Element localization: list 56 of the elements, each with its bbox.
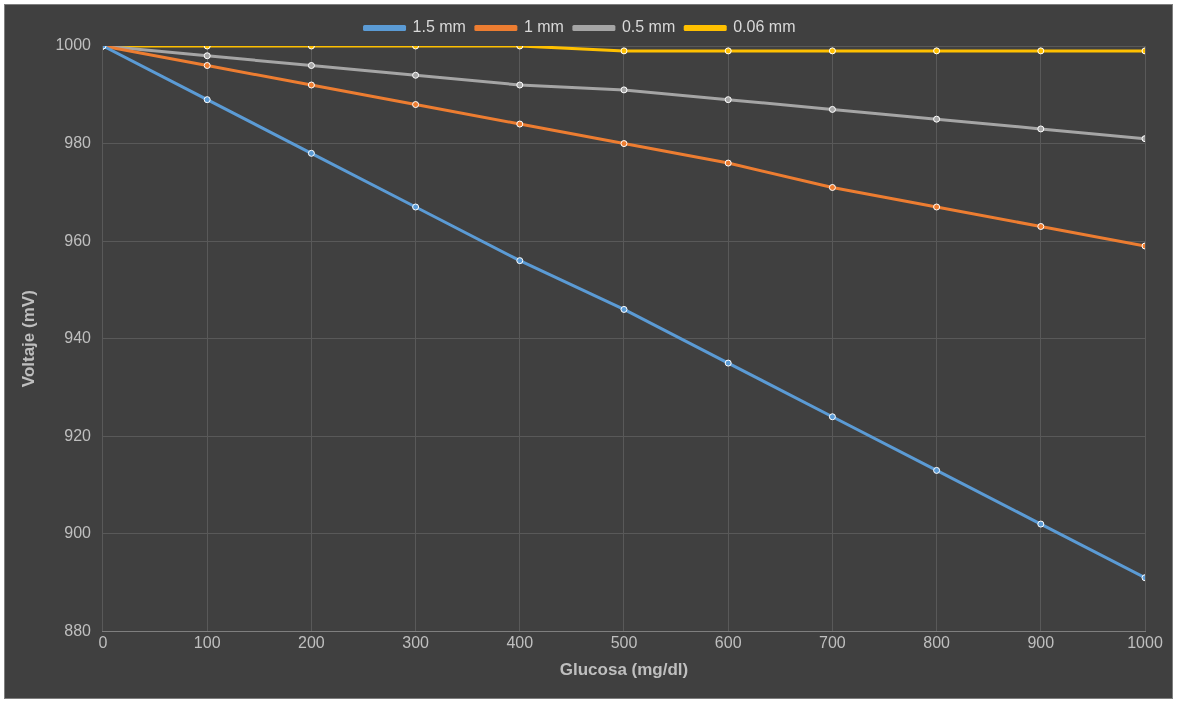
point (203, 96, 211, 104)
point (412, 71, 420, 79)
x-tick-label: 900 (1027, 634, 1055, 652)
point (828, 183, 836, 191)
legend-label: 1.5 mm (412, 18, 466, 36)
x-tick-label: 700 (819, 634, 846, 652)
y-tick-label: 920 (64, 426, 92, 444)
point (203, 52, 211, 60)
y-tick-label: 980 (64, 133, 92, 151)
legend-label: 0.06 mm (733, 18, 796, 36)
point (516, 81, 524, 89)
x-axis-title: Glucosa (mg/dl) (559, 660, 689, 680)
point (828, 47, 836, 55)
point (516, 120, 524, 128)
point (620, 47, 628, 55)
y-tick-label: 960 (64, 231, 92, 249)
point (620, 140, 628, 148)
point (516, 257, 524, 265)
y-tick-label: 940 (64, 329, 92, 347)
point (933, 466, 941, 474)
point (933, 115, 941, 123)
point (724, 359, 732, 367)
y-tick-label: 880 (64, 621, 92, 639)
point (412, 101, 420, 109)
point (724, 47, 732, 55)
point (620, 86, 628, 94)
point (828, 105, 836, 113)
point (412, 203, 420, 211)
point (828, 413, 836, 421)
legend-label: 1 mm (523, 18, 564, 36)
point (1037, 520, 1045, 528)
x-tick-label: 500 (610, 634, 638, 652)
point (724, 159, 732, 167)
x-tick-label: 200 (298, 634, 325, 652)
point (1037, 223, 1045, 230)
point (307, 149, 315, 157)
point (933, 203, 941, 211)
y-tick-label: 900 (64, 524, 92, 542)
y-axis-title: Voltaje (mV) (18, 290, 38, 388)
x-tick-label: 600 (714, 634, 742, 652)
point (307, 81, 315, 89)
point (620, 305, 628, 313)
x-tick-label: 1000 (1127, 634, 1163, 652)
x-tick-label: 300 (402, 634, 430, 652)
point (1037, 47, 1045, 55)
x-tick-label: 800 (923, 634, 951, 652)
point (203, 62, 211, 70)
y-tick-label: 1000 (55, 36, 92, 54)
x-tick-label: 0 (98, 634, 108, 652)
x-tick-label: 400 (506, 634, 534, 652)
point (724, 96, 732, 104)
legend-label: 0.5 mm (621, 18, 676, 36)
x-tick-label: 100 (193, 634, 221, 652)
point (933, 47, 941, 55)
point (1037, 125, 1045, 133)
point (307, 62, 315, 70)
